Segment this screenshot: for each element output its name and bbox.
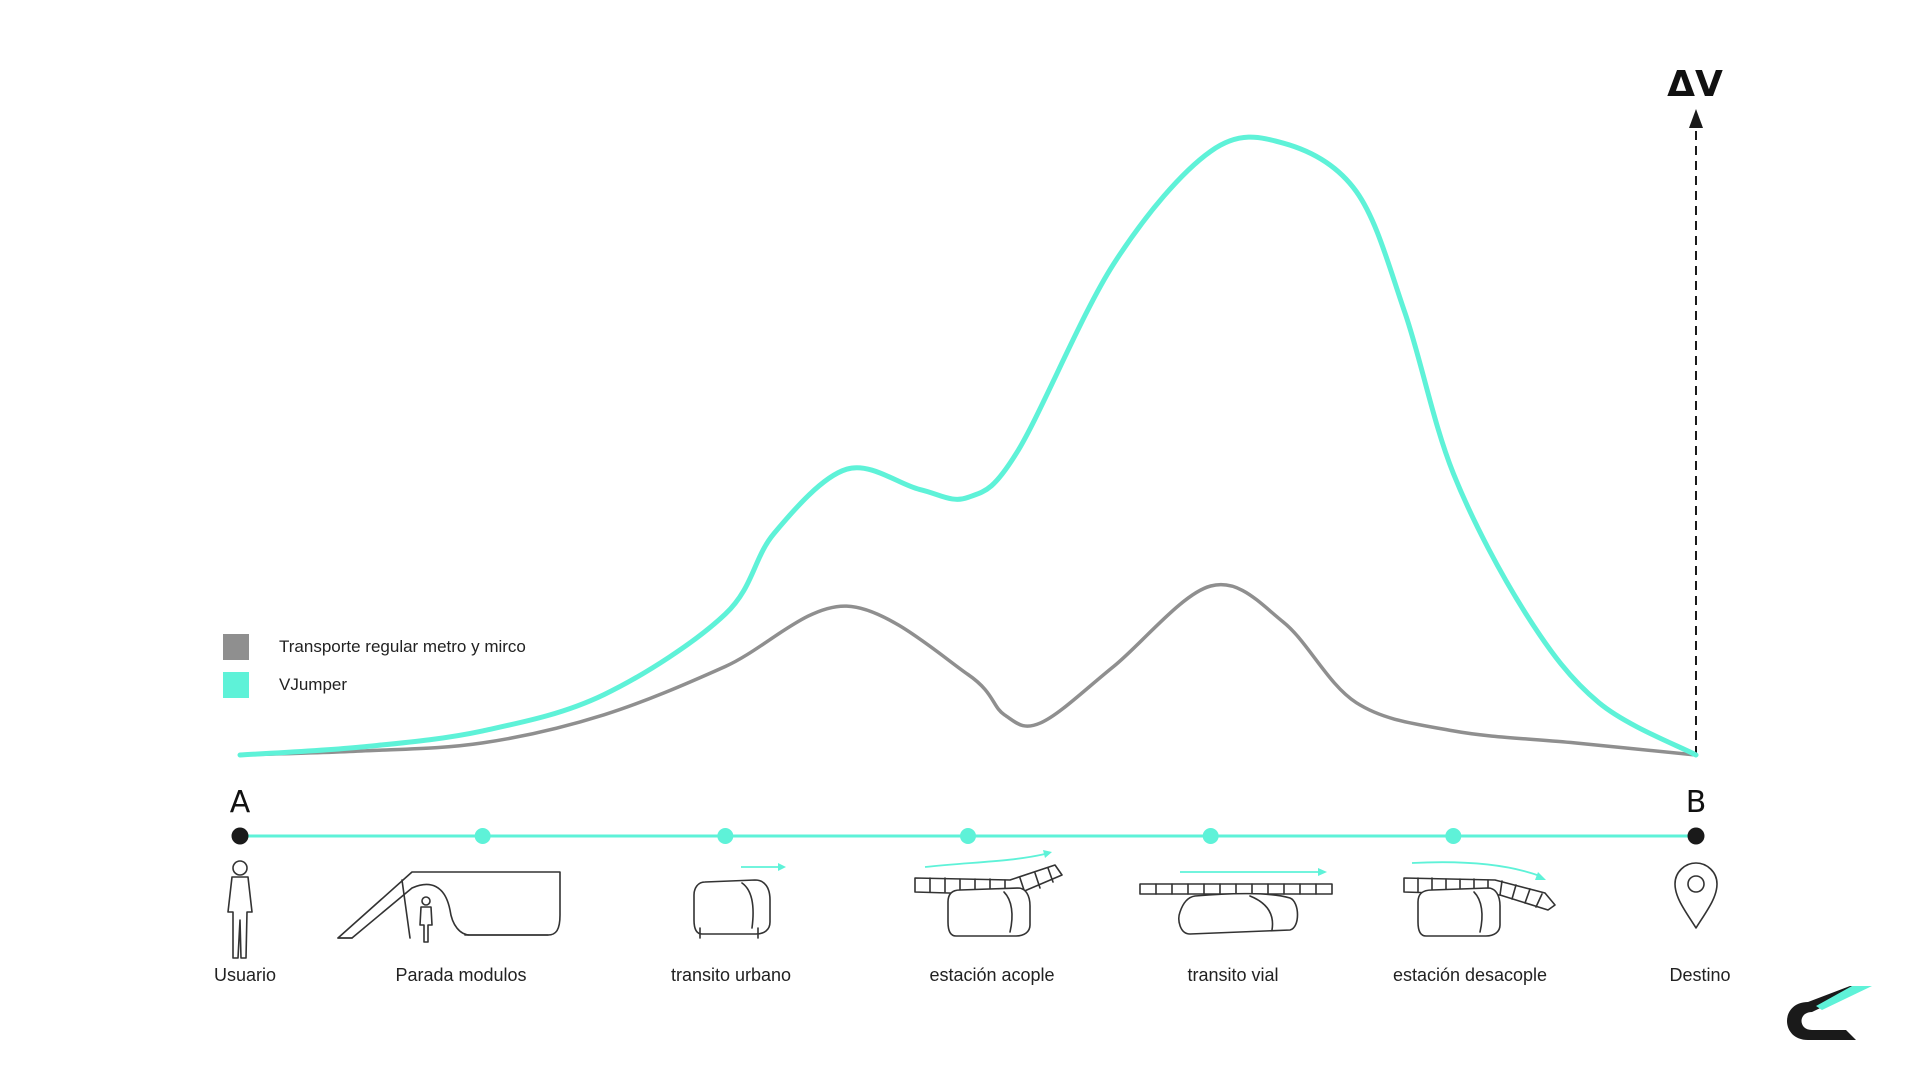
series-line-vjumper: [237, 134, 1699, 758]
legend-swatch-vjumper: [223, 672, 249, 698]
location-pin-icon: [1674, 862, 1718, 929]
timeline: A B: [230, 785, 1707, 845]
y-axis: ΔV: [1667, 64, 1723, 755]
stage-label-estacion-acople: estación acople: [929, 965, 1054, 985]
legend-swatch-regular: [223, 634, 249, 660]
legend-item-regular: Transporte regular metro y mirco: [223, 628, 526, 666]
stage-label-destino: Destino: [1669, 965, 1730, 985]
stage-label-usuario: Usuario: [214, 965, 276, 985]
timeline-node-2: [717, 828, 734, 844]
stage-label-transito-vial: transito vial: [1187, 965, 1278, 985]
timeline-node-5: [1445, 828, 1462, 844]
stage-labels: Usuario Parada modulos transito urbano e…: [214, 965, 1731, 985]
undocking-station-icon: [1403, 861, 1556, 937]
legend-label-vjumper: VJumper: [279, 675, 348, 694]
stage-label-transito-urbano: transito urbano: [671, 965, 791, 985]
timeline-node-1: [474, 828, 491, 844]
series-layer: [237, 134, 1699, 758]
bus-stop-icon: [337, 871, 561, 943]
timeline-node-6: [1687, 827, 1705, 845]
brand-logo: [1787, 986, 1872, 1040]
person-icon: [227, 860, 253, 959]
rail-transit-icon: [1139, 868, 1333, 935]
y-axis-arrowhead: [1689, 109, 1703, 128]
timeline-node-3: [960, 828, 976, 844]
legend: Transporte regular metro y mirco VJumper: [223, 628, 526, 704]
legend-label-regular: Transporte regular metro y mirco: [279, 637, 526, 656]
stage-label-parada-modulos: Parada modulos: [395, 965, 526, 985]
y-axis-label: ΔV: [1667, 64, 1723, 105]
series-line-regular: [238, 582, 1698, 757]
docking-station-icon: [914, 850, 1063, 937]
pod-vehicle-icon: [693, 863, 786, 939]
timeline-node-0: [231, 827, 249, 845]
start-label: A: [230, 785, 251, 820]
timeline-node-4: [1202, 828, 1219, 844]
end-label: B: [1686, 785, 1707, 820]
legend-item-vjumper: VJumper: [223, 666, 526, 704]
stage-label-estacion-desacople: estación desacople: [1393, 965, 1547, 985]
